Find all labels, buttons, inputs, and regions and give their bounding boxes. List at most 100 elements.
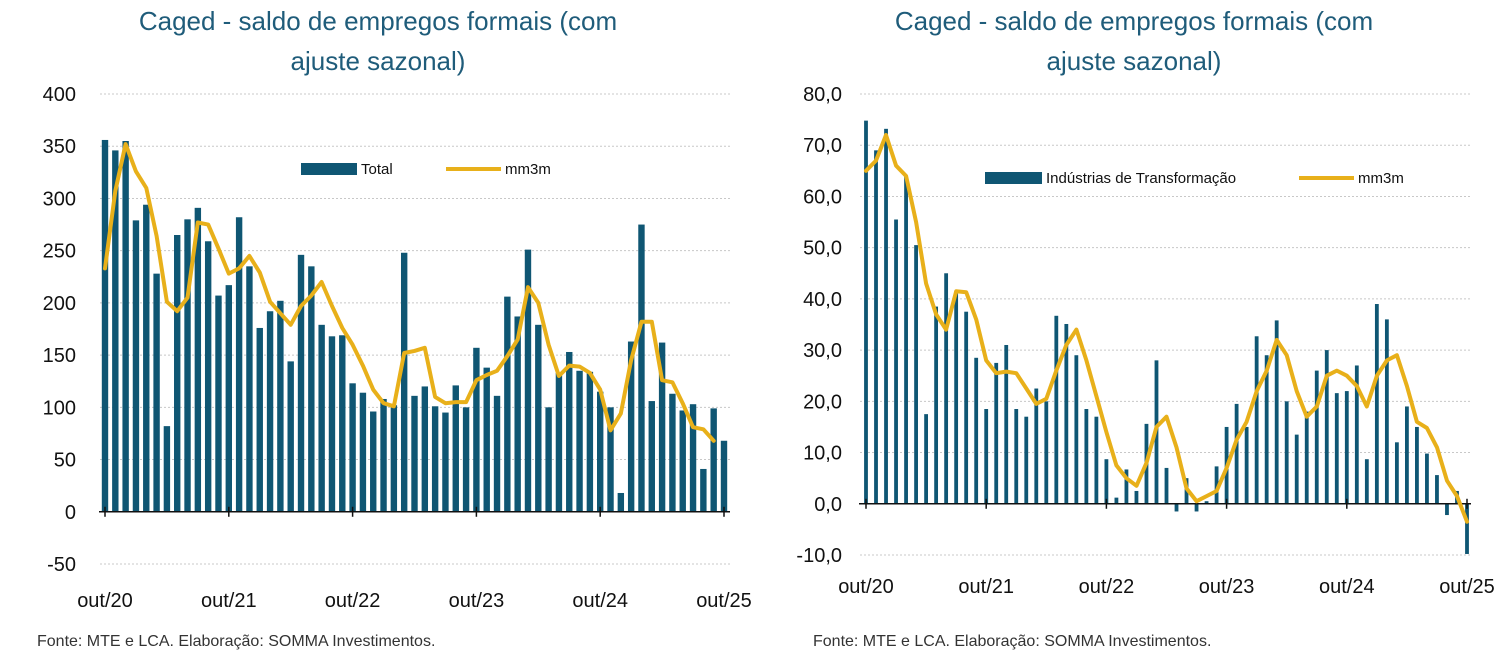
bar	[1384, 319, 1389, 504]
y-tick-label: 350	[43, 136, 76, 158]
bar	[1014, 409, 1019, 504]
y-tick-label: 10,0	[803, 443, 842, 465]
bar	[1234, 403, 1239, 504]
y-tick-label: 150	[43, 345, 76, 367]
bar	[864, 120, 868, 504]
chart-title: Caged - saldo de empregos formais (com a…	[0, 1, 756, 81]
bar	[400, 252, 408, 512]
bar	[370, 411, 377, 512]
x-tick-label: out/24	[572, 590, 628, 612]
bar	[101, 139, 109, 512]
bar	[1435, 475, 1439, 504]
bar	[1044, 401, 1049, 504]
chart-source: Fonte: MTE e LCA. Elaboração: SOMMA Inve…	[813, 633, 1212, 650]
y-tick-label: 60,0	[803, 186, 842, 208]
bar	[473, 347, 480, 512]
x-tick-label: out/20	[77, 590, 133, 612]
bar	[256, 327, 263, 512]
legend-label: mm3m	[505, 161, 551, 178]
y-tick-label: -10,0	[796, 545, 842, 567]
mm3m-line	[103, 142, 716, 443]
bar	[1364, 459, 1369, 504]
bar	[720, 440, 728, 512]
bar	[122, 141, 129, 512]
x-tick-label: out/24	[1319, 576, 1375, 598]
bar	[1104, 459, 1109, 504]
bar	[1294, 434, 1299, 504]
bar	[1374, 304, 1379, 504]
bar	[1004, 344, 1009, 504]
bar	[1334, 393, 1339, 504]
bar	[1114, 497, 1119, 504]
bar	[1274, 320, 1279, 504]
bar	[215, 295, 222, 512]
bar	[904, 175, 908, 504]
bar	[277, 300, 284, 512]
bar	[483, 367, 490, 512]
x-tick-label: out/25	[1439, 576, 1495, 598]
bar	[431, 406, 439, 512]
chart-source: Fonte: MTE e LCA. Elaboração: SOMMA Inve…	[37, 633, 436, 650]
bar	[658, 342, 666, 512]
bar	[535, 324, 542, 512]
bar	[974, 357, 979, 504]
bar	[204, 241, 212, 512]
legend-bar-swatch	[301, 163, 357, 175]
bar	[1264, 355, 1269, 504]
bar	[339, 335, 346, 512]
chart-title: Caged - saldo de empregos formais (com a…	[756, 1, 1512, 81]
bar	[380, 398, 387, 512]
y-tick-label: 300	[43, 188, 76, 210]
legend-label: Total	[361, 161, 393, 178]
x-tick-label: out/21	[958, 576, 1014, 598]
bar	[994, 362, 999, 504]
bar	[1254, 336, 1259, 504]
bar	[163, 426, 171, 512]
x-tick-label: out/22	[1079, 576, 1135, 598]
chart-title-line-1: Caged - saldo de empregos formais (com	[894, 6, 1374, 36]
y-tick-label: 20,0	[803, 391, 842, 413]
y-tick-label: 30,0	[803, 340, 842, 362]
bar	[174, 235, 181, 512]
bar	[1304, 411, 1309, 504]
bar	[934, 306, 939, 504]
bar	[421, 386, 429, 512]
bar	[555, 372, 563, 512]
chart-title-line-2: ajuste sazonal)	[290, 46, 466, 76]
legend-bar-swatch	[985, 172, 1042, 184]
y-tick-label: 100	[43, 397, 76, 419]
bar	[1124, 469, 1129, 504]
bar	[225, 285, 232, 512]
bar	[944, 273, 949, 504]
bar	[184, 219, 191, 512]
chart-panel-industria: Caged - saldo de empregos formais (com a…	[756, 0, 1512, 663]
bar	[1164, 467, 1169, 504]
bar	[566, 351, 573, 512]
y-tick-label: 80,0	[803, 84, 842, 106]
bar	[112, 150, 119, 512]
bar	[638, 224, 645, 512]
bar	[1284, 401, 1289, 504]
x-tick-label: out/25	[696, 590, 752, 612]
y-tick-label: 250	[43, 241, 76, 263]
y-tick-label: 0	[65, 502, 76, 524]
x-tick-label: out/20	[838, 576, 894, 598]
bar	[1204, 501, 1209, 504]
bar	[617, 492, 625, 512]
bar	[246, 266, 253, 512]
bar	[266, 311, 274, 512]
bar	[132, 220, 140, 512]
bar	[1084, 409, 1089, 504]
bar	[669, 393, 676, 512]
bar	[462, 407, 470, 512]
bar	[1394, 442, 1399, 504]
y-tick-label: 40,0	[803, 289, 842, 311]
y-tick-label: 50	[54, 450, 76, 472]
bar	[308, 266, 315, 512]
y-tick-label: 200	[43, 293, 76, 315]
bar	[1324, 350, 1329, 504]
bar	[984, 409, 989, 504]
bar	[1344, 391, 1349, 504]
bar	[1134, 490, 1139, 504]
bar	[1214, 466, 1219, 504]
